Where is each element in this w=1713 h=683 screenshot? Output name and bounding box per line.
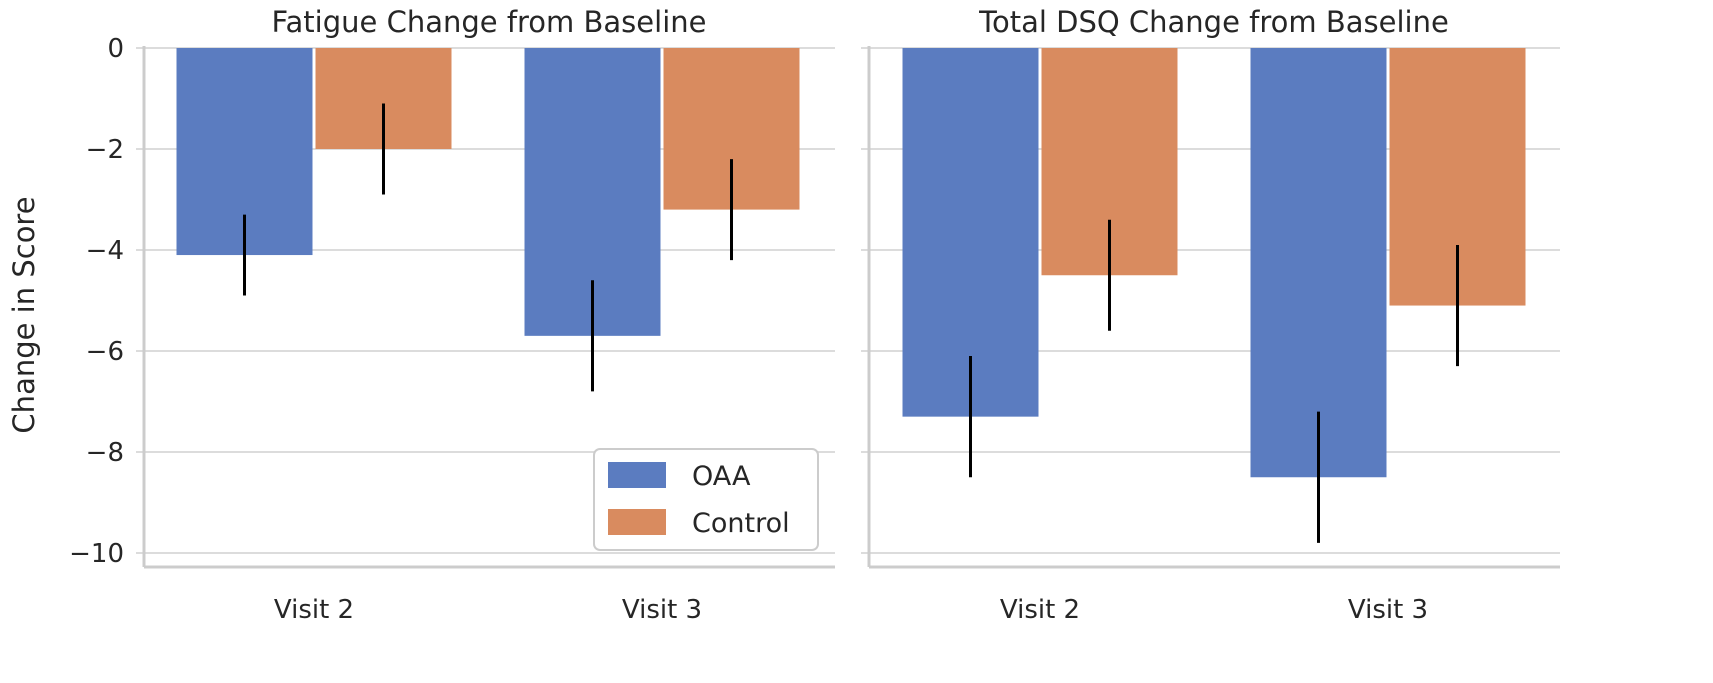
dsq-bar-oaa-visit-3 xyxy=(1250,48,1387,478)
legend-swatch-oaa xyxy=(608,462,666,488)
dsq-bar-oaa-visit-2 xyxy=(902,48,1039,417)
dsq-panel: Total DSQ Change from Baseline Visit 2 Vi… xyxy=(861,5,1560,625)
fatigue-chart-title: Fatigue Change from Baseline xyxy=(272,5,707,39)
fatigue-ytick-label: −4 xyxy=(86,236,124,266)
fatigue-ytick-label: −2 xyxy=(86,135,124,165)
legend-label-oaa: OAA xyxy=(692,461,751,492)
dsq-xtick-label: Visit 3 xyxy=(1348,595,1428,625)
fatigue-xtick-label: Visit 2 xyxy=(274,595,354,625)
fatigue-ytick-label: 0 xyxy=(107,34,124,64)
dsq-chart-title: Total DSQ Change from Baseline xyxy=(978,5,1449,39)
legend-swatch-control xyxy=(608,509,666,535)
fatigue-xtick-label: Visit 3 xyxy=(622,595,702,625)
fatigue-panel: Fatigue Change from Baseline 0 −2 −4 −6 −8 −1… xyxy=(69,5,835,625)
dsq-xtick-label: Visit 2 xyxy=(1000,595,1080,625)
y-axis-label: Change in Score xyxy=(7,196,41,433)
fatigue-ytick-label: −8 xyxy=(86,438,124,468)
fatigue-ytick-label: −10 xyxy=(69,539,124,569)
fatigue-ytick-label: −6 xyxy=(86,337,124,367)
chart-legend: OAA Control xyxy=(593,448,819,551)
legend-label-control: Control xyxy=(692,508,790,539)
